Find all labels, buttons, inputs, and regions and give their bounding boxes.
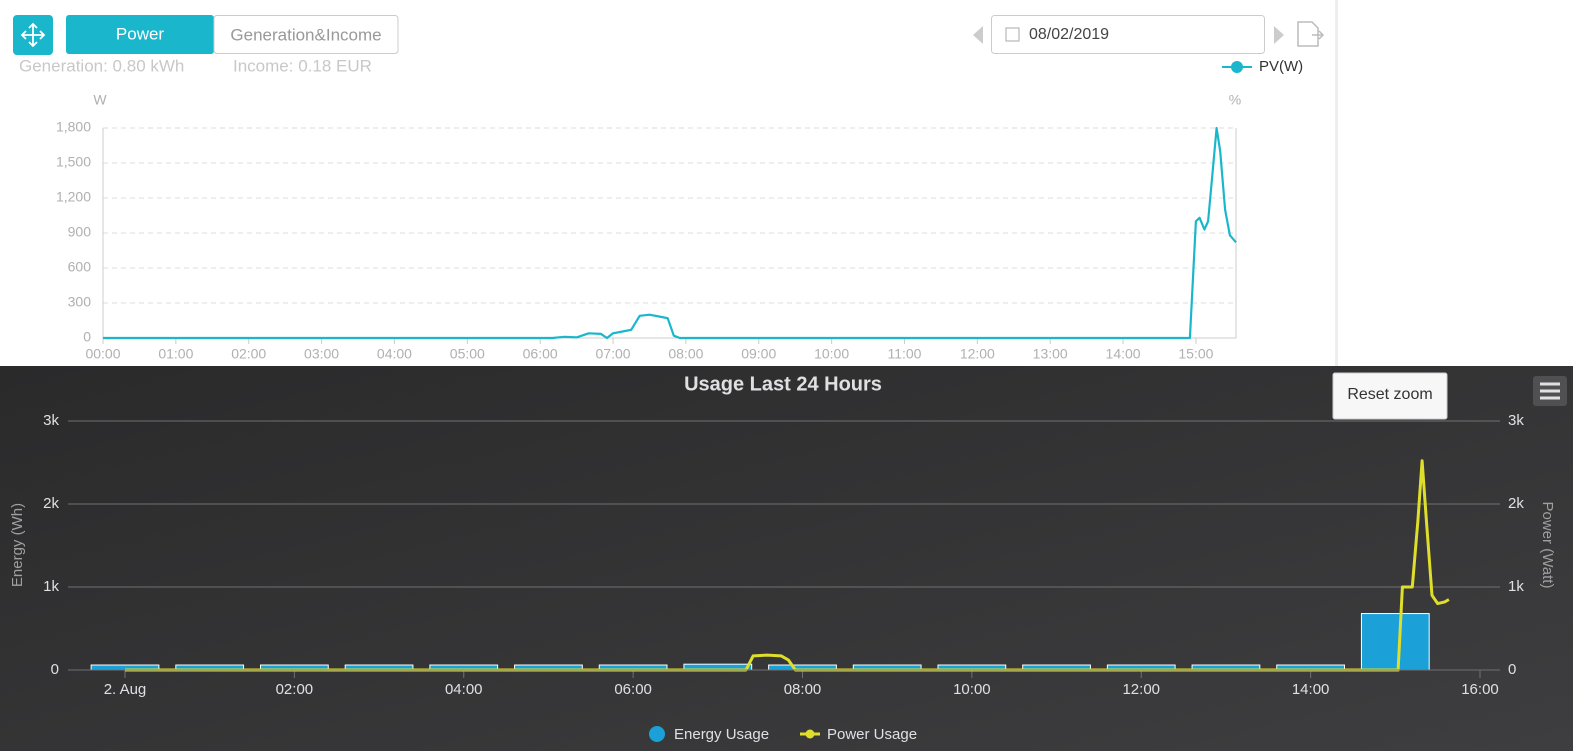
x-tick-label: 02:00 <box>276 681 314 698</box>
calendar-icon <box>1005 27 1020 42</box>
x-tick-label: 05:00 <box>450 346 485 362</box>
y-tick-label: 0 <box>51 661 59 678</box>
chart-title: Usage Last 24 Hours <box>684 373 882 395</box>
x-tick-label: 08:00 <box>784 681 822 698</box>
x-tick-label: 08:00 <box>668 346 703 362</box>
x-tick-label: 10:00 <box>814 346 849 362</box>
tab-generation[interactable] <box>213 15 399 54</box>
date-picker[interactable] <box>991 15 1265 54</box>
export-button[interactable] <box>1297 21 1325 47</box>
x-tick-label: 02:00 <box>231 346 266 362</box>
x-tick-label: 13:00 <box>1033 346 1068 362</box>
y-tick-label: 2k <box>43 495 59 512</box>
date-value: 08/02/2019 <box>1029 26 1109 43</box>
y-tick-label: 1k <box>43 578 59 595</box>
income-summary: Income: 0.18 EUR <box>233 56 372 75</box>
y2-unit: % <box>1229 92 1241 108</box>
data-line <box>103 126 1237 340</box>
y2-axis-title: Power (Watt) <box>1539 502 1556 589</box>
y-tick-label: 0 <box>83 329 91 345</box>
legend-label: Energy Usage <box>674 726 769 743</box>
x-tick-label: 15:00 <box>1178 346 1213 362</box>
x-tick-label: 14:00 <box>1106 346 1141 362</box>
x-tick-label: 04:00 <box>377 346 412 362</box>
bottom-panel <box>0 366 1573 751</box>
x-tick-label: 10:00 <box>953 681 991 698</box>
legend-marker <box>1231 61 1243 73</box>
bar <box>1360 613 1430 671</box>
y2-tick-label: 3k <box>1508 412 1524 429</box>
legend-marker <box>805 729 815 739</box>
x-tick-label: 09:00 <box>741 346 776 362</box>
y-tick-label: 1,200 <box>56 189 91 205</box>
x-tick-label: 16:00 <box>1461 681 1499 698</box>
x-tick-label: 12:00 <box>960 346 995 362</box>
y2-tick-label: 2k <box>1508 495 1524 512</box>
prev-date[interactable] <box>973 26 983 44</box>
tab-label: Power <box>116 24 165 43</box>
y-tick-label: 900 <box>68 224 92 240</box>
x-tick-label: 01:00 <box>158 346 193 362</box>
x-tick-label: 00:00 <box>85 346 120 362</box>
y-tick-label: 300 <box>68 294 92 310</box>
x-tick-label: 14:00 <box>1292 681 1330 698</box>
y-axis-title: Energy (Wh) <box>9 503 26 587</box>
x-tick-label: 06:00 <box>614 681 652 698</box>
y2-tick-label: 0 <box>1508 661 1516 678</box>
menu-icon <box>1540 382 1560 400</box>
y-unit: W <box>93 92 107 108</box>
x-tick-label: 07:00 <box>596 346 631 362</box>
top-panel <box>0 0 1573 366</box>
x-tick-label: 2. Aug <box>104 681 147 698</box>
reset-zoom-button[interactable] <box>1332 372 1448 420</box>
panel-divider <box>1335 0 1338 366</box>
legend-marker <box>649 726 665 742</box>
usage-chart: Usage Last 24 Hours Energy (Wh) Power (Wat… <box>9 373 1556 743</box>
x-tick-label: 06:00 <box>523 346 558 362</box>
y-tick-label: 1,800 <box>56 119 91 135</box>
legend-label: PV(W) <box>1259 58 1303 75</box>
tab-power[interactable] <box>66 15 214 54</box>
y-tick-label: 1,500 <box>56 154 91 170</box>
y2-tick-label: 1k <box>1508 578 1524 595</box>
y-tick-label: 3k <box>43 412 59 429</box>
data-line <box>125 459 1450 672</box>
x-tick-label: 11:00 <box>887 346 921 362</box>
legend-label: Power Usage <box>827 726 917 743</box>
move-icon <box>20 22 46 48</box>
tab-label: Generation&Income <box>230 25 381 44</box>
x-tick-label: 04:00 <box>445 681 483 698</box>
x-tick-label: 03:00 <box>304 346 339 362</box>
x-tick-label: 12:00 <box>1122 681 1160 698</box>
y-tick-label: 600 <box>68 259 92 275</box>
pv-chart: W % 0 300 600 900 1,200 1,500 1,800 00:00 01:00 02:… <box>56 58 1303 362</box>
reset-zoom-label: Reset zoom <box>1347 386 1432 403</box>
next-date[interactable] <box>1274 26 1284 44</box>
generation-summary: Generation: 0.80 kWh <box>19 56 184 75</box>
